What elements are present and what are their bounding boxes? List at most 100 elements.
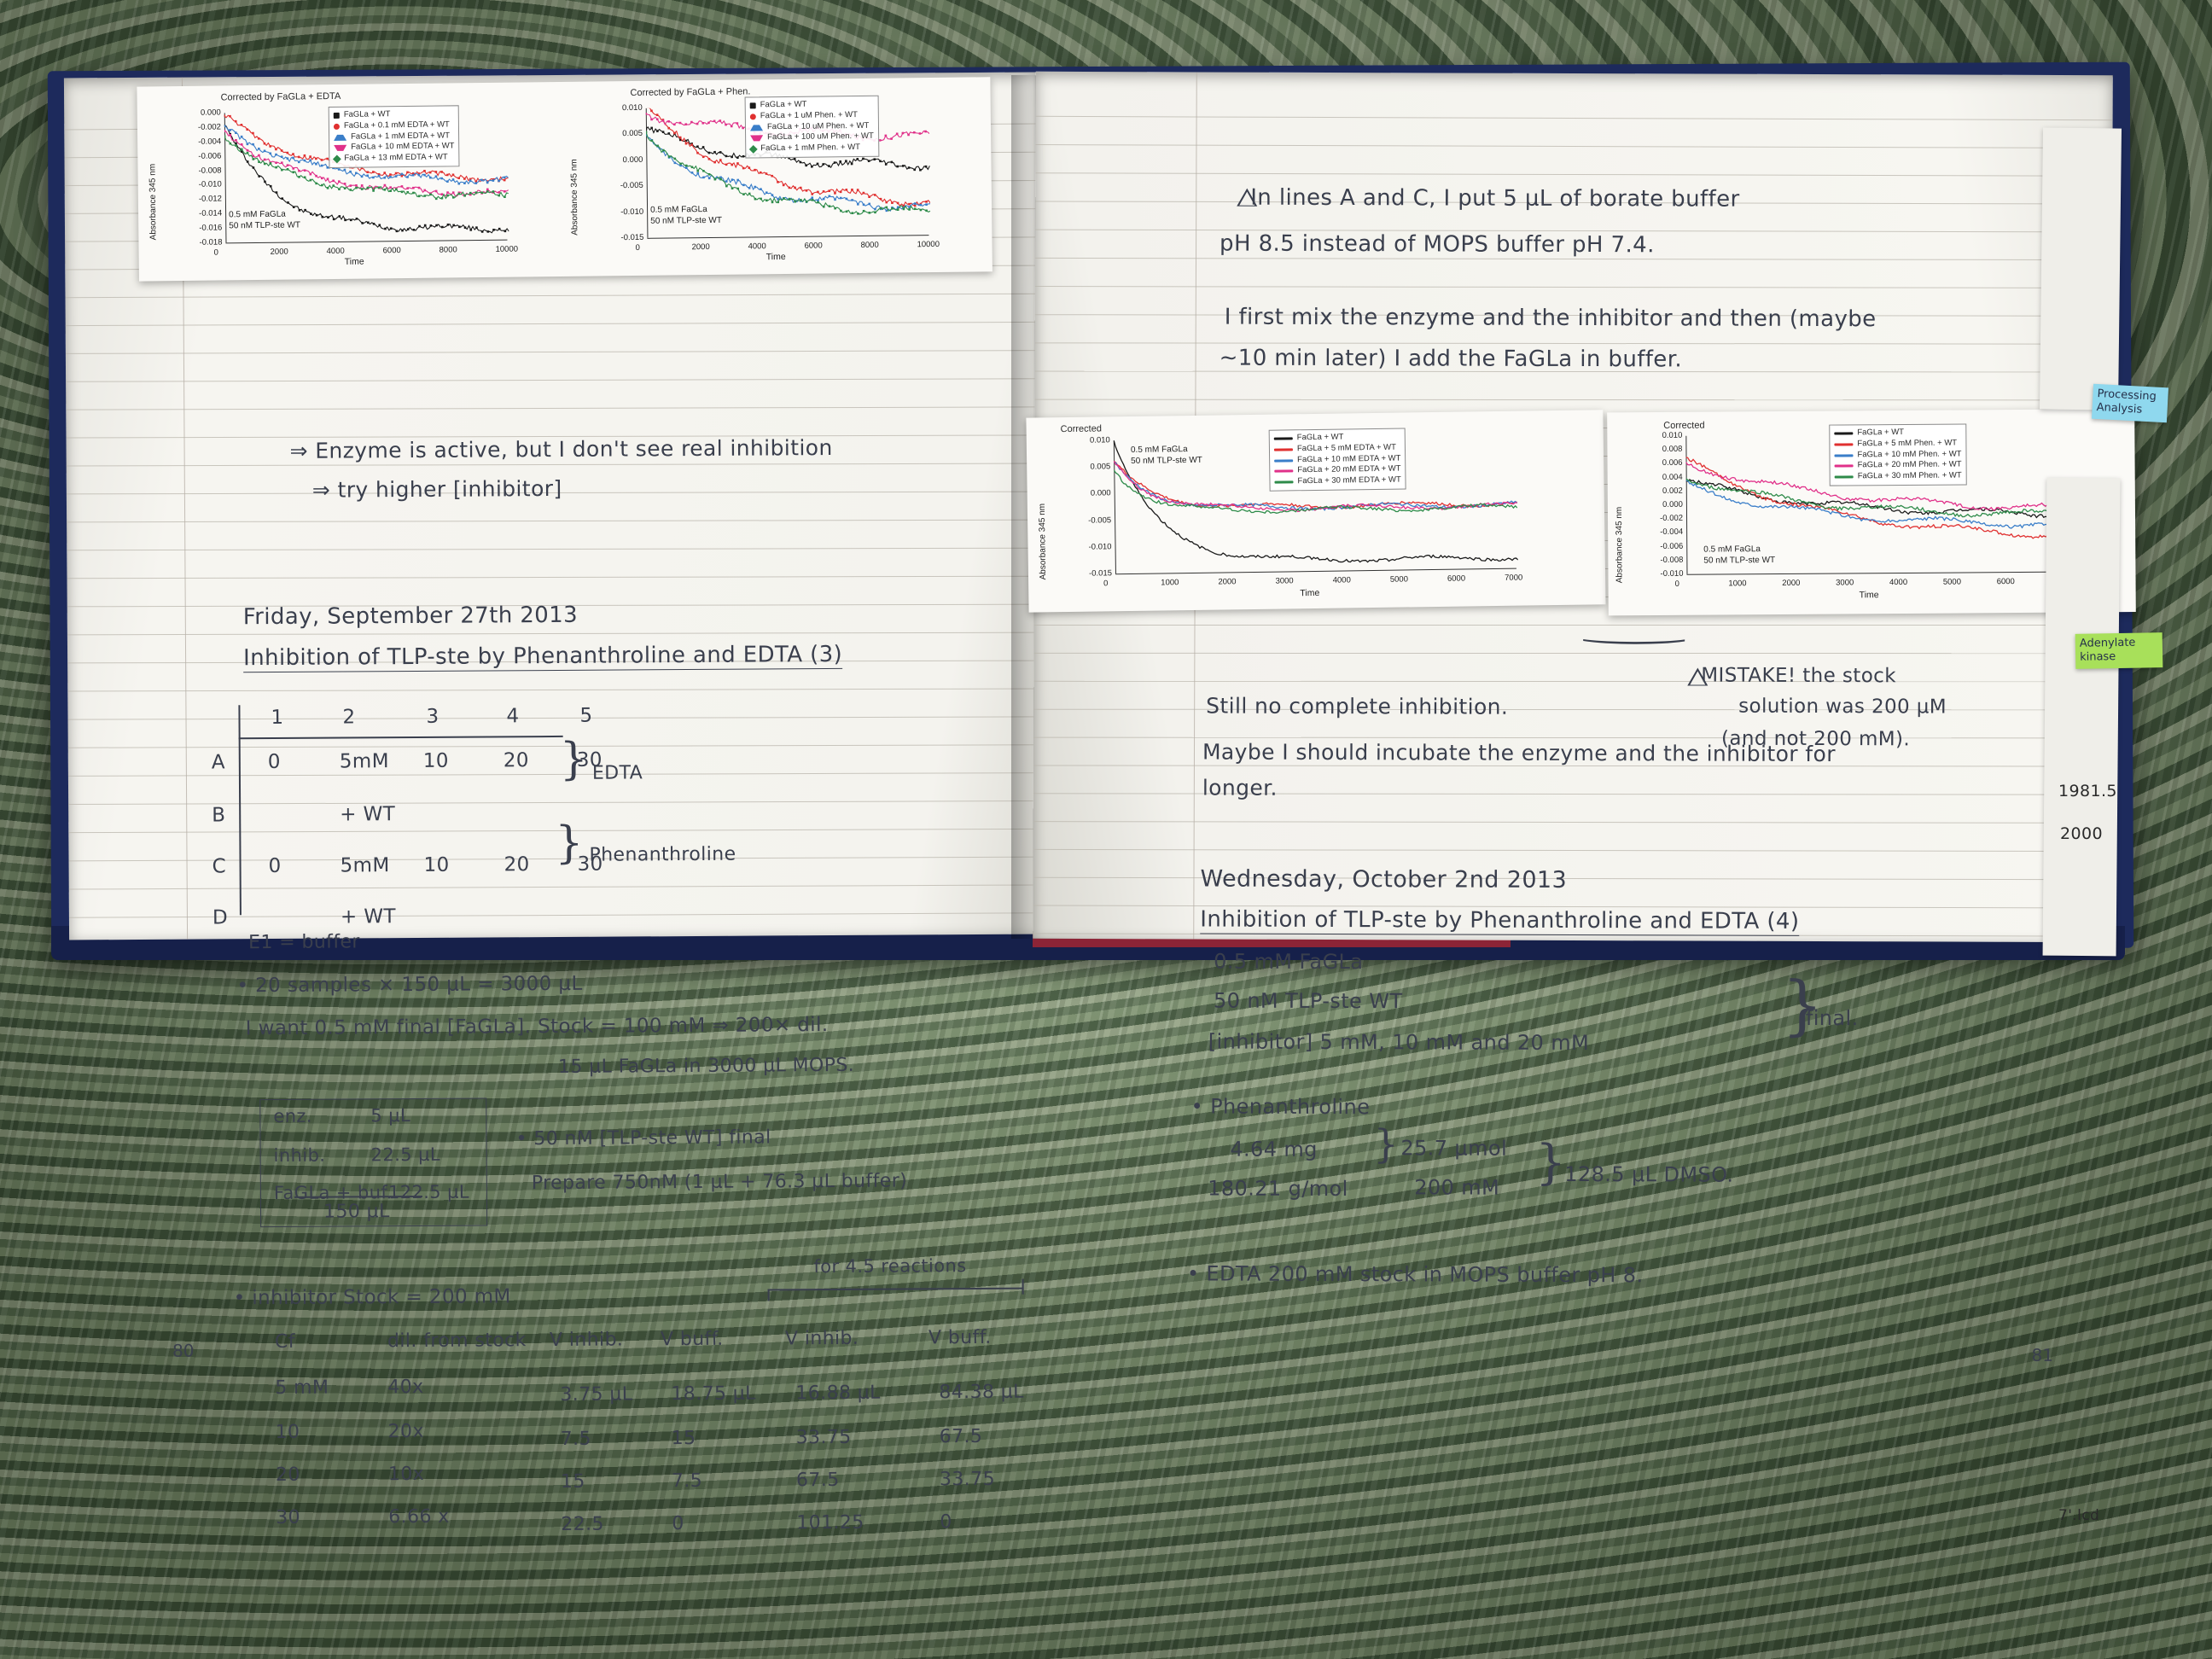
plate-row-label: B [212,804,226,827]
x-tick-label: 5000 [1389,574,1409,585]
series-marker [240,143,243,146]
series-marker [885,209,888,212]
series-marker [338,180,341,183]
legend-marker-diamond [748,145,758,154]
series-marker [828,189,831,193]
series-marker [840,209,842,212]
series-marker [326,166,329,169]
y-tick-label: 0.005 [622,129,643,139]
series-marker [229,129,231,131]
series-marker [498,194,501,197]
legend-marker-triangle-down [334,145,347,152]
volume-row-label: FaGLa + buf. [273,1182,393,1204]
series-marker [240,124,243,126]
dilution-col-header: V buff. [660,1328,724,1351]
series-marker [884,163,888,166]
series-marker [309,178,312,182]
legend-marker-line [1273,437,1293,440]
series-marker [817,201,819,204]
x-tick-label: 0 [635,242,640,253]
series-marker [286,151,289,154]
series-marker [304,208,306,212]
plate-col-header: 4 [506,705,520,728]
blue-tab[interactable]: Processing Analysis [2092,383,2168,422]
conclusion-line-1: Still no complete inhibition. [1206,693,1509,719]
series-marker [292,171,295,174]
series-marker [736,162,739,165]
series-marker [400,190,404,194]
series-marker [309,155,311,158]
series-marker [446,191,449,194]
series-marker [817,199,819,202]
series-marker [908,202,911,206]
dilution-cell: 6.66 x [388,1505,450,1528]
series-marker [856,189,859,191]
y-tick-label: -0.015 [1088,568,1113,579]
series-marker [360,184,364,187]
series-marker [326,186,329,189]
chart-plot-area [1113,439,1518,563]
series-marker [782,183,785,187]
series-marker [246,160,249,163]
series-marker [321,183,323,187]
series-marker [759,171,762,174]
series-marker [475,226,478,229]
series-marker [730,125,733,128]
plate-cell: 5mM [339,750,389,773]
series-marker [777,181,779,183]
series-marker [925,201,928,203]
y-tick-label: -0.004 [1660,527,1684,538]
series-marker [486,230,490,233]
series-line [1685,457,2064,539]
series-marker [811,196,814,199]
series-marker [445,173,449,177]
series-marker [258,147,260,150]
series-marker [400,174,404,178]
plate-cell: 20 [503,749,529,772]
series-marker [696,170,700,172]
series-marker [343,187,346,190]
dilution-cell: 33.75 [795,1426,852,1449]
series-marker [857,203,859,206]
series-marker [925,209,928,212]
legend-marker-line [1274,469,1294,473]
volume-row-value: 22.5 µL [370,1144,441,1166]
series-marker [924,130,927,133]
series-marker [457,192,461,195]
legend-item: FaGLa + WT [1834,427,1961,439]
series-marker [327,216,329,219]
series-marker [913,207,917,211]
series-marker [412,186,415,189]
series-marker [765,199,768,202]
series-marker [885,206,888,209]
series-marker [650,126,653,130]
series-marker [252,154,255,158]
series-marker [372,176,375,179]
conclusion-line-2: ⇒ try higher [inhibitor] [311,475,562,503]
series-marker [384,227,387,230]
x-tick-label: 2000 [1218,577,1237,587]
x-tick-label: 0 [1103,579,1109,589]
series-marker [492,190,495,193]
series-marker [298,176,300,178]
series-marker [286,157,289,160]
ruled-line [66,406,1039,410]
series-marker [309,172,312,176]
series-marker [868,202,871,206]
series-marker [719,176,722,179]
green-tab[interactable]: Adenylate kinase [2075,632,2163,669]
ruled-line [65,350,1039,354]
y-tick-label: 0.010 [621,102,643,114]
series-marker [372,223,375,225]
series-marker [742,193,745,195]
x-tick-label: 0 [213,247,218,258]
series-marker [280,155,283,159]
chart-plot-area [1685,457,2064,539]
series-marker [366,186,370,189]
conditions-brace: } [1781,966,1824,1044]
plate-cell: + WT [340,803,396,826]
dilution-cell: 3.75 µL [560,1383,633,1406]
x-axis-label: Time [1300,587,1320,599]
series-marker [754,197,757,201]
